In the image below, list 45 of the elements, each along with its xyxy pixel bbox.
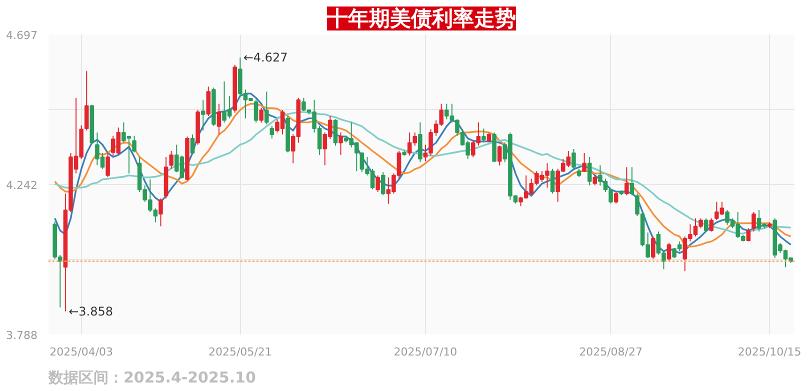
annotation: ←3.858 xyxy=(68,304,114,318)
candlestick xyxy=(482,128,486,143)
candlestick xyxy=(666,242,672,262)
candlestick xyxy=(592,174,598,186)
candlestick xyxy=(380,172,386,196)
x-tick-label: 2025/07/10 xyxy=(394,346,458,358)
x-tick-label: 2025/05/21 xyxy=(208,346,272,358)
y-tick-label: 4.242 xyxy=(6,179,38,192)
candlestick xyxy=(264,91,269,125)
candlestick xyxy=(106,152,110,178)
x-tick-label: 2025/10/15 xyxy=(738,346,802,358)
candlestick xyxy=(630,166,634,196)
candlestick xyxy=(333,118,338,146)
candlestick xyxy=(650,236,656,260)
candlestick xyxy=(752,212,756,232)
candlestick xyxy=(254,99,258,124)
x-tick-label: 2025/04/03 xyxy=(50,346,114,358)
candlestick xyxy=(169,150,174,170)
y-tick-label: 3.788 xyxy=(6,329,38,342)
candlestick xyxy=(486,132,492,143)
candlestick xyxy=(704,218,708,232)
candlestick xyxy=(338,132,343,156)
text: 数据区间：2025.4-2025.10 xyxy=(48,368,256,386)
candlestick xyxy=(614,191,618,204)
candlestick xyxy=(624,166,629,196)
candlestick xyxy=(587,156,592,186)
candlestick xyxy=(158,198,163,227)
candlestick xyxy=(206,86,211,117)
candlestick xyxy=(376,174,380,192)
candlestick xyxy=(270,125,274,139)
x-tick-label: 2025/08/27 xyxy=(579,346,642,358)
candlestick xyxy=(497,145,502,166)
candlestick xyxy=(709,218,714,232)
candlestick xyxy=(582,152,586,173)
chart-title: 十年期美债利率走势 xyxy=(326,6,516,30)
candlestick xyxy=(550,168,555,194)
y-tick-label: 4.697 xyxy=(6,29,38,42)
candlestick xyxy=(132,135,136,153)
candlestick xyxy=(190,134,195,154)
candlestick xyxy=(216,103,222,135)
annotation: ←4.627 xyxy=(243,50,288,65)
candlestick xyxy=(200,99,206,132)
candlestick xyxy=(259,107,264,124)
candlestick xyxy=(746,228,751,242)
candlestick xyxy=(572,148,576,170)
